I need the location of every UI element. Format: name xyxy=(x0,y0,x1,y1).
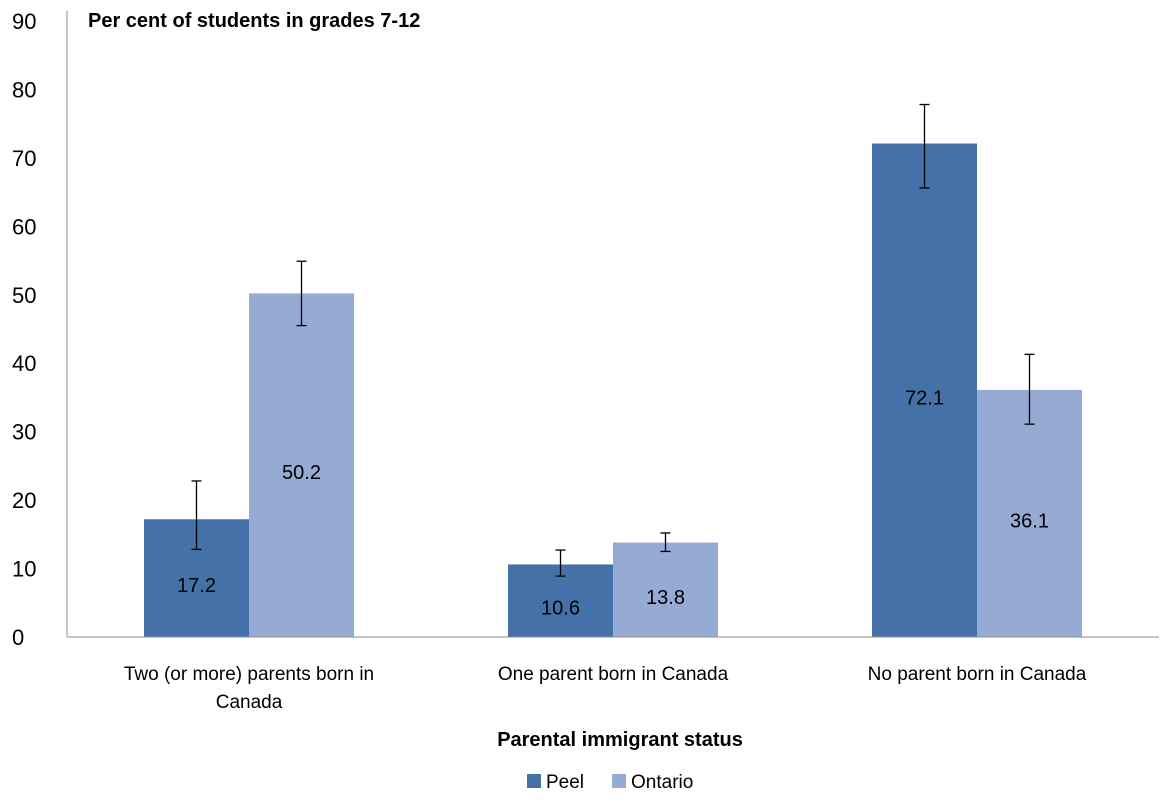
y-tick-label: 70 xyxy=(12,146,36,171)
data-label-ontario: 36.1 xyxy=(1010,510,1049,532)
y-tick-label: 80 xyxy=(12,77,36,102)
error-bars xyxy=(191,103,1035,577)
bar-ontario xyxy=(249,293,354,637)
x-category-label: Two (or more) parents born in xyxy=(124,664,374,685)
y-tick-label: 10 xyxy=(12,557,36,582)
x-category-label: Canada xyxy=(216,692,283,713)
data-label-ontario: 50.2 xyxy=(282,462,321,484)
data-label-peel: 72.1 xyxy=(905,387,944,409)
y-tick-label: 0 xyxy=(12,625,24,650)
data-label-peel: 17.2 xyxy=(177,575,216,597)
bar-ontario xyxy=(613,542,718,637)
legend-label-peel: Peel xyxy=(546,772,584,793)
legend-swatch-peel xyxy=(527,774,541,788)
bar-peel xyxy=(872,143,977,637)
x-axis-title: Parental immigrant status xyxy=(497,729,743,751)
y-tick-label: 20 xyxy=(12,488,36,513)
data-label-peel: 10.6 xyxy=(541,598,580,620)
y-tick-label: 60 xyxy=(12,214,36,239)
y-tick-label: 90 xyxy=(12,9,36,34)
legend-swatch-ontario xyxy=(612,774,626,788)
data-labels: 17.2 50.2 10.6 13.8 72.1 36.1 xyxy=(177,387,1049,619)
chart-title: Per cent of students in grades 7-12 xyxy=(88,10,420,32)
y-tick-label: 30 xyxy=(12,420,36,445)
y-axis: 0 10 20 30 40 50 60 70 80 90 xyxy=(12,9,68,650)
y-tick-label: 50 xyxy=(12,283,36,308)
bar-ontario xyxy=(977,389,1082,637)
data-label-ontario: 13.8 xyxy=(646,587,685,609)
x-axis: Two (or more) parents born in Canada One p… xyxy=(67,636,1159,713)
legend: Peel Ontario xyxy=(527,772,693,793)
y-tick-label: 40 xyxy=(12,351,36,376)
x-category-label: One parent born in Canada xyxy=(498,664,729,685)
bars xyxy=(144,143,1082,637)
legend-label-ontario: Ontario xyxy=(631,772,693,793)
x-category-label: No parent born in Canada xyxy=(868,664,1087,685)
